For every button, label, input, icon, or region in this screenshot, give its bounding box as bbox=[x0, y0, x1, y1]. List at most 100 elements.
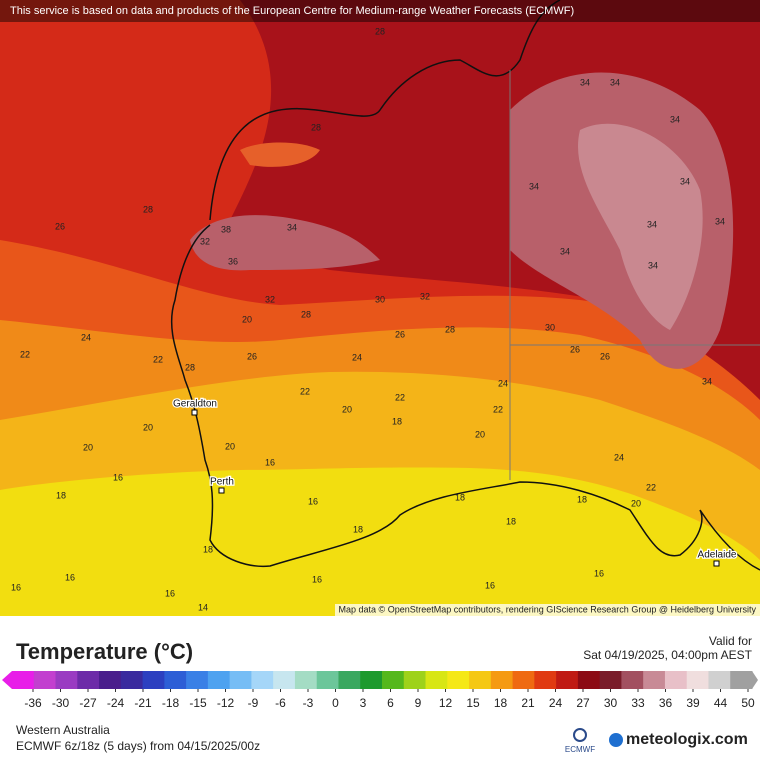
colorbar-tick-label: 12 bbox=[439, 696, 453, 710]
colorbar-tick-label: -12 bbox=[217, 696, 235, 710]
contour-label: 34 bbox=[647, 219, 657, 229]
colorbar-cell bbox=[490, 671, 514, 689]
colorbar-cell bbox=[12, 671, 35, 689]
contour-label: 28 bbox=[185, 362, 195, 372]
colorbar-tick-label: -9 bbox=[248, 696, 259, 710]
colorbar-cell bbox=[294, 671, 318, 689]
contour-label: 28 bbox=[143, 204, 153, 214]
contour-label: 18 bbox=[577, 494, 587, 504]
brand-icon bbox=[609, 733, 623, 747]
region: Western Australia bbox=[16, 723, 110, 737]
contour-label: 22 bbox=[493, 404, 503, 414]
contour-label: 26 bbox=[55, 221, 65, 231]
colorbar-cell bbox=[730, 671, 753, 689]
colorbar-tick-label: -21 bbox=[134, 696, 152, 710]
contour-label: 34 bbox=[670, 114, 680, 124]
colorbar-cell bbox=[77, 671, 100, 689]
contour-label: 34 bbox=[715, 216, 725, 226]
colorbar-cell bbox=[643, 671, 666, 689]
contour-label: 24 bbox=[614, 452, 624, 462]
colorbar-tick-label: 24 bbox=[549, 696, 563, 710]
colorbar-tick-label: 3 bbox=[360, 696, 367, 710]
colorbar-cell bbox=[556, 671, 579, 689]
colorbar-tick-label: -3 bbox=[303, 696, 314, 710]
contour-label: 22 bbox=[153, 354, 163, 364]
colorbar-tick-label: 44 bbox=[714, 696, 728, 710]
colorbar-cell bbox=[186, 671, 209, 689]
contour-label: 22 bbox=[300, 386, 310, 396]
valid-time: Sat 04/19/2025, 04:00pm AEST bbox=[583, 648, 752, 662]
contour-label: 18 bbox=[506, 516, 516, 526]
contour-label: 18 bbox=[455, 492, 465, 502]
contour-label: 34 bbox=[648, 260, 658, 270]
contour-label: 16 bbox=[65, 572, 75, 582]
contour-label: 20 bbox=[225, 441, 235, 451]
contour-label: 38 bbox=[221, 224, 231, 234]
colorbar-cell bbox=[534, 671, 557, 689]
contour-label: 20 bbox=[83, 442, 93, 452]
city-marker bbox=[218, 487, 225, 494]
attribution-bg bbox=[335, 604, 760, 616]
attribution: Map data © OpenStreetMap contributors, r… bbox=[339, 604, 757, 614]
contour-label: 36 bbox=[228, 256, 238, 266]
state-border bbox=[509, 70, 760, 480]
contour-label: 34 bbox=[529, 181, 539, 191]
colorbar-cell bbox=[577, 671, 601, 689]
colorbar-cell bbox=[142, 671, 165, 689]
coastline-south bbox=[170, 224, 760, 571]
contour-label: 32 bbox=[265, 294, 275, 304]
contour-label: 24 bbox=[498, 378, 508, 388]
colorbar-cell bbox=[664, 671, 688, 689]
colorbar-cell bbox=[251, 671, 274, 689]
colorbar-cell bbox=[447, 671, 470, 689]
colorbar-tick-label: -24 bbox=[107, 696, 125, 710]
city-marker bbox=[713, 560, 720, 567]
contour-label: 18 bbox=[353, 524, 363, 534]
colorbar-tick-label: 15 bbox=[466, 696, 480, 710]
contour-label: 30 bbox=[375, 294, 385, 304]
contour-label: 26 bbox=[600, 351, 610, 361]
colorbar-cell bbox=[621, 671, 644, 689]
colorbar-cell bbox=[164, 671, 187, 689]
brand: meteologix.com bbox=[626, 731, 748, 748]
colorbar-cell bbox=[382, 671, 405, 689]
contour-label: 24 bbox=[352, 352, 362, 362]
contour-label: 24 bbox=[81, 332, 91, 342]
contour-label: 18 bbox=[392, 416, 402, 426]
colorbar-tick-label: 39 bbox=[686, 696, 700, 710]
colorbar-cell bbox=[99, 671, 122, 689]
contour-label: 28 bbox=[445, 324, 455, 334]
hottest-core bbox=[578, 123, 703, 330]
colorbar-tick-label: -6 bbox=[275, 696, 286, 710]
contour-label: 20 bbox=[342, 404, 352, 414]
contour-label: 28 bbox=[375, 26, 385, 36]
contour-label: 20 bbox=[631, 498, 641, 508]
contour-label: 28 bbox=[301, 309, 311, 319]
contour-label: 32 bbox=[200, 236, 210, 246]
colorbar-cell bbox=[229, 671, 252, 689]
city-label: Perth bbox=[210, 477, 234, 488]
contour-label: 22 bbox=[646, 482, 656, 492]
colorbar-tick-label: 21 bbox=[521, 696, 535, 710]
colorbar-cell bbox=[338, 671, 361, 689]
contour-label: 16 bbox=[308, 496, 318, 506]
colorbar-cell bbox=[120, 671, 144, 689]
colorbar-cell bbox=[512, 671, 535, 689]
colorbar-tick-label: -15 bbox=[189, 696, 207, 710]
ecmwf-logo: ECMWF bbox=[565, 745, 595, 754]
colorbar-tick-label: 30 bbox=[604, 696, 618, 710]
contour-label: 20 bbox=[242, 314, 252, 324]
contour-label: 34 bbox=[287, 222, 297, 232]
contour-label: 16 bbox=[485, 580, 495, 590]
contour-label: 28 bbox=[311, 122, 321, 132]
colorbar-cell bbox=[33, 671, 57, 689]
colorbar-cell bbox=[316, 671, 339, 689]
coastline-north bbox=[209, 0, 561, 221]
colorbar-tick-label: 27 bbox=[576, 696, 590, 710]
contour-label: 34 bbox=[680, 176, 690, 186]
contour-label: 34 bbox=[702, 376, 712, 386]
contour-label: 34 bbox=[560, 246, 570, 256]
contour-label: 14 bbox=[198, 602, 208, 612]
